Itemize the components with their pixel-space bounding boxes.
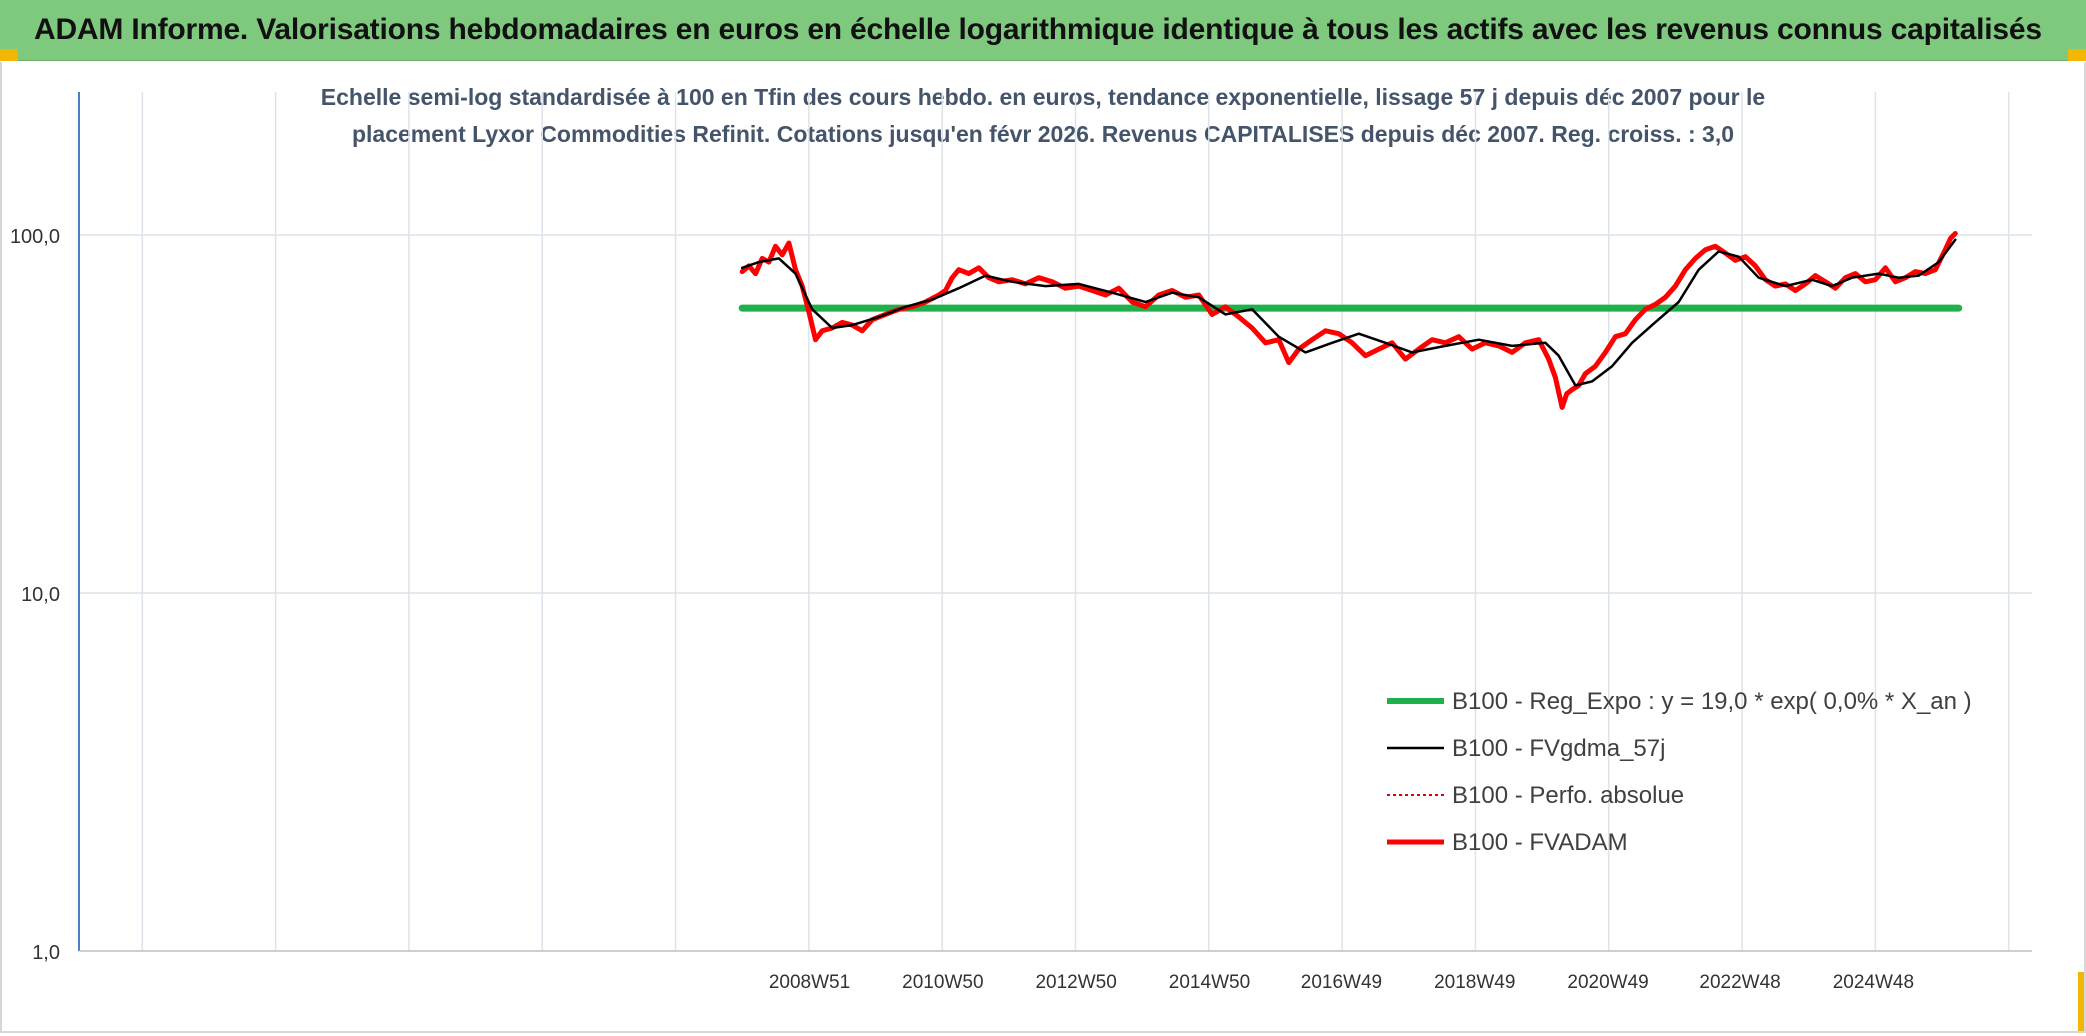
grid	[79, 92, 2032, 951]
x-tick-label: 2020W49	[1567, 972, 1648, 993]
y-tick-label: 1,0	[32, 942, 60, 964]
x-tick-label: 2010W50	[902, 972, 983, 993]
legend-label-perf_absolue: B100 - Perfo. absolue	[1452, 782, 1684, 809]
chart-frame: Echelle semi-log standardisée à 100 en T…	[0, 62, 2086, 1033]
x-tick-label: 2014W50	[1169, 972, 1250, 993]
x-tick-label: 2022W48	[1699, 972, 1780, 993]
legend-label-smoothed: B100 - FVgdma_57j	[1452, 735, 1665, 762]
x-tick-label: 2018W49	[1434, 972, 1515, 993]
corner-mark-top-left	[0, 49, 18, 61]
chart-title-line-2: placement Lyxor Commodities Refinit. Cot…	[352, 121, 1734, 147]
x-tick-label: 2012W50	[1035, 972, 1116, 993]
y-tick-label: 10,0	[21, 584, 60, 606]
series-line-smoothed	[740, 238, 1957, 387]
y-tick-label: 100,0	[10, 226, 60, 248]
title-bar: ADAM Informe. Valorisations hebdomadaire…	[0, 0, 2086, 61]
x-tick-label: 2008W51	[769, 972, 850, 993]
legend-label-regression: B100 - Reg_Expo : y = 19,0 * exp( 0,0% *…	[1452, 688, 1972, 715]
x-tick-label: 2016W49	[1301, 972, 1382, 993]
chart: Echelle semi-log standardisée à 100 en T…	[10, 84, 2032, 993]
chart-title-line-1: Echelle semi-log standardisée à 100 en T…	[321, 84, 1765, 110]
x-tick-label: 2024W48	[1833, 972, 1914, 993]
legend-label-fvadam: B100 - FVADAM	[1452, 829, 1628, 856]
legend: B100 - Reg_Expo : y = 19,0 * exp( 0,0% *…	[1387, 688, 1972, 856]
axes: 1,0 10,0 100,0 2008W51 2010W50 2012W50 2014W50…	[10, 92, 2032, 993]
series	[738, 231, 1963, 410]
corner-mark-top-right	[2068, 49, 2086, 61]
page-title: ADAM Informe. Valorisations hebdomadaire…	[34, 13, 2042, 46]
corner-mark-bottom-right	[2078, 972, 2086, 1033]
series-line-fvadam	[739, 231, 1958, 410]
